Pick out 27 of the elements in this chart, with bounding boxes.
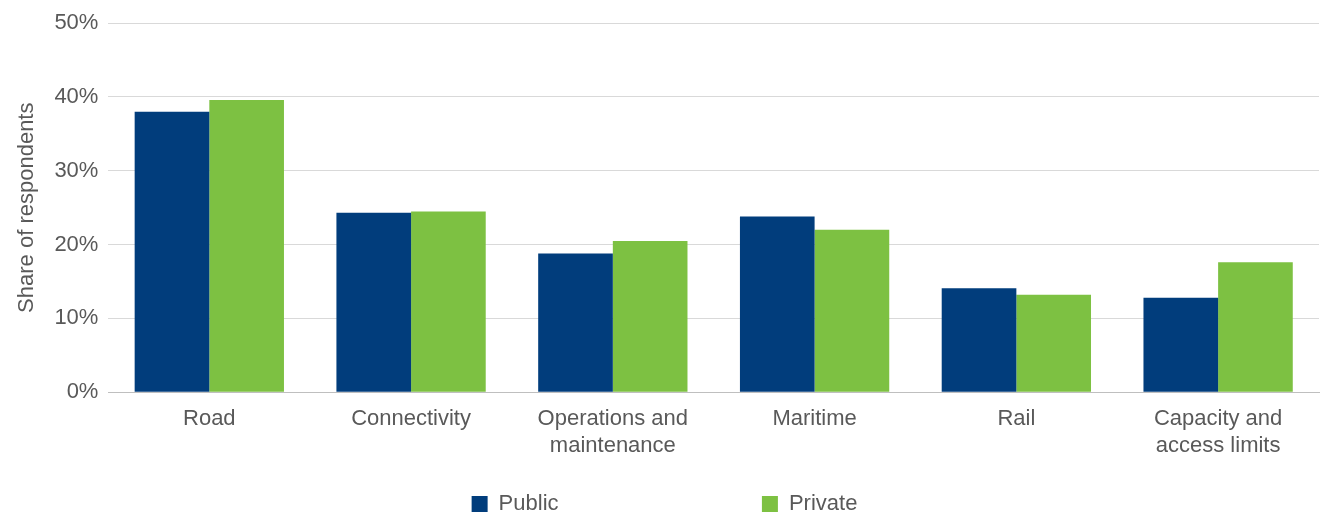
y-tick-label: 20%	[54, 230, 99, 256]
x-tick-label: Road	[183, 405, 236, 431]
bar	[739, 216, 815, 392]
y-axis-title: Share of respondents	[13, 102, 39, 313]
y-tick-label: 40%	[54, 83, 99, 109]
bar	[1016, 294, 1092, 392]
x-tick-label: Connectivity	[351, 405, 471, 431]
x-tick-label: Maritime	[772, 405, 857, 431]
y-tick-label: 0%	[66, 378, 99, 404]
y-tick-label: 10%	[54, 304, 99, 330]
legend-label: Public	[498, 490, 742, 516]
x-tick-label: Capacity and access limits	[1153, 405, 1283, 457]
y-tick-label: 50%	[54, 9, 99, 35]
x-tick-label: Operations and maintenance	[537, 405, 689, 457]
bar	[134, 111, 210, 392]
bar	[336, 212, 412, 392]
bar	[538, 253, 613, 392]
bar	[814, 229, 890, 392]
x-tick-label: Rail	[997, 405, 1036, 431]
y-tick-label: 30%	[54, 156, 99, 182]
bar	[941, 288, 1017, 392]
bar	[209, 99, 284, 392]
bar	[1143, 297, 1219, 392]
bar	[411, 211, 486, 392]
bar	[1218, 262, 1293, 392]
legend-label: Private	[788, 490, 858, 516]
bar	[612, 240, 688, 392]
